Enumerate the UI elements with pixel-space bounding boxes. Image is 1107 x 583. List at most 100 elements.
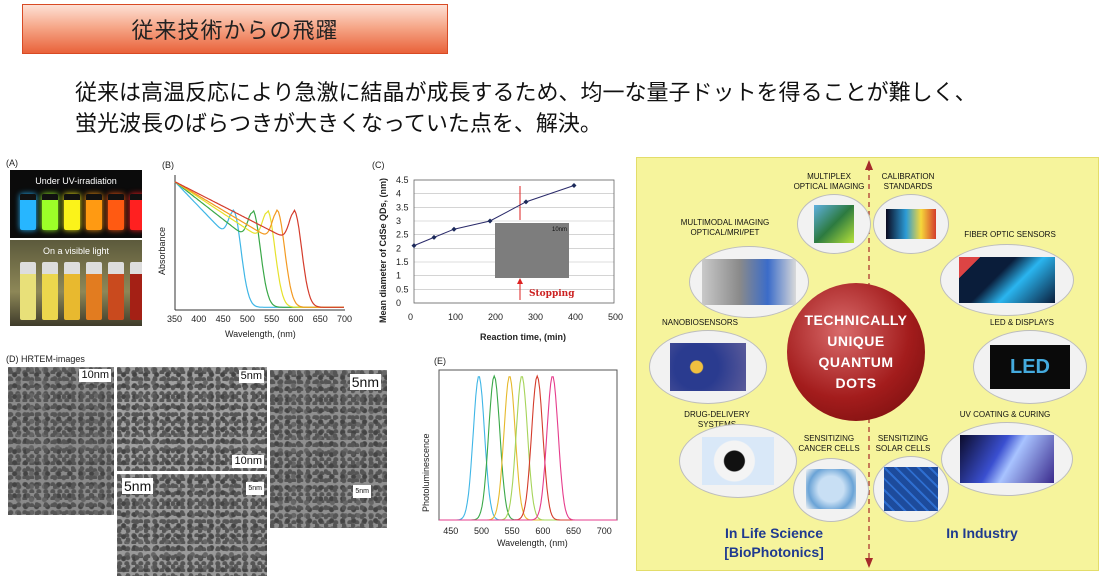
y-tick-label: 4: [396, 189, 401, 199]
item-title: UV COATING & CURING: [959, 410, 1051, 419]
uv-coating-image: [941, 422, 1073, 496]
y-tick-label: 2: [396, 243, 401, 253]
cancer-cells-image: [793, 458, 869, 522]
absorbance-chart: Absorbance 350 400 450 500 550 600 650 700 Wave…: [157, 175, 352, 339]
x-ticks: 350 400 450 500 550 600 650 700: [167, 314, 352, 324]
x-tick-label: 500: [474, 526, 489, 536]
panel-e-label: (E): [434, 356, 446, 366]
uv-vials-photo: Under UV-irradiation: [10, 170, 142, 238]
x-tick-label: 400: [191, 314, 206, 324]
applications-diagram: TECHNICALLY UNIQUE QUANTUM DOTS MULTIPLE…: [636, 157, 1099, 571]
item-title: LED & DISPLAYS: [990, 318, 1054, 327]
data-point: [571, 182, 577, 188]
multimodal-imaging-image: [689, 246, 809, 318]
item-title: SENSITIZING CANCER CELLS: [798, 434, 860, 453]
data-point: [411, 243, 417, 249]
uv-vial: [130, 194, 142, 230]
industry-label: In Industry: [946, 525, 1018, 541]
nanobiosensor-image: [649, 330, 767, 404]
x-tick-label: 400: [568, 312, 583, 322]
tem-inset: [495, 223, 569, 278]
pl-line: [439, 376, 617, 521]
uv-vial: [42, 194, 58, 230]
uv-caption: Under UV-irradiation: [35, 176, 117, 186]
calibration-image: [873, 194, 949, 254]
x-tick-label: 550: [505, 526, 520, 536]
photoluminescence-chart: Photoluminescence 450 500 550 600 650 700 Wav…: [421, 369, 618, 548]
absorbance-line: [174, 181, 344, 308]
data-point: [487, 218, 493, 224]
uv-vial: [86, 194, 102, 230]
data-point: [523, 199, 529, 205]
y-tick-label: 2.5: [396, 230, 409, 240]
hrtem-image-3: 5nm 5nm: [117, 474, 267, 576]
solar-cells-image: [873, 456, 949, 522]
x-tick-label: 500: [240, 314, 255, 324]
x-tick-label: 600: [535, 526, 550, 536]
x-tick-label: 100: [448, 312, 463, 322]
headline: 従来は高温反応により急激に結晶が成長するため、均一な量子ドットを得ることが難しく…: [75, 78, 1075, 140]
headline-line-1: 従来は高温反応により急激に結晶が成長するため、均一な量子ドットを得ることが難しく…: [75, 81, 977, 106]
x-tick-label: 650: [313, 314, 328, 324]
center-line: TECHNICALLY: [804, 312, 908, 328]
life-science-label: In Life Science [BioPhotonics]: [709, 524, 839, 562]
x-axis-label: Reaction time, (min): [480, 332, 566, 342]
slide-title: 従来技術からの飛躍: [22, 4, 448, 54]
arrow-head: [517, 278, 523, 284]
center-line: QUANTUM: [818, 354, 894, 370]
vial: [86, 262, 102, 320]
diameter-line: [413, 184, 575, 247]
vial: [20, 262, 36, 320]
fiber-optic-image: [940, 244, 1074, 316]
stopping-label: Stopping: [529, 289, 575, 299]
x-tick-label: 350: [167, 314, 182, 324]
x-tick-label: 300: [528, 312, 543, 322]
absorbance-series: [174, 181, 344, 308]
diameter-chart: Mean diameter of CdSe QDs, (nm) 10nm Sto…: [378, 175, 623, 342]
pl-line: [439, 376, 617, 521]
vial: [42, 262, 58, 320]
x-tick-label: 0: [408, 312, 413, 322]
item-title: DRUG-DELIVERY SYSTEMS: [684, 410, 750, 429]
arrow-down-icon: [865, 558, 873, 568]
item-title: FIBER OPTIC SENSORS: [964, 230, 1056, 239]
life-science-line: [BioPhotonics]: [724, 544, 824, 560]
uv-vial: [20, 194, 36, 230]
y-axis-label: Mean diameter of CdSe QDs, (nm): [378, 178, 388, 323]
x-tick-label: 600: [288, 314, 303, 324]
y-tick-label: 4.5: [396, 175, 409, 185]
center-line: UNIQUE: [827, 333, 885, 349]
vial: [130, 262, 142, 320]
y-tick-label: 0.5: [396, 284, 409, 294]
scale-label: 5nm: [122, 478, 154, 494]
inset-scale: 10nm: [552, 227, 567, 233]
led-display-image: LED: [973, 330, 1087, 404]
absorbance-line: [174, 181, 344, 308]
panel-d-letter: (D): [6, 354, 19, 364]
panel-c-label: (C): [372, 160, 385, 170]
drug-delivery-image: [679, 424, 797, 498]
x-tick-label: 500: [608, 312, 623, 322]
y-tick-label: 3: [396, 216, 401, 226]
x-axis-label: Wavelength, (nm): [497, 538, 568, 548]
x-tick-label: 450: [216, 314, 231, 324]
x-tick-label: 450: [443, 526, 458, 536]
x-tick-label: 650: [566, 526, 581, 536]
vial: [64, 262, 80, 320]
x-tick-label: 700: [597, 526, 612, 536]
hrtem-image-1: 10nm: [8, 367, 114, 515]
uv-vial: [108, 194, 124, 230]
hrtem-image-4: 5nm 5nm: [270, 370, 387, 528]
uv-vials: [20, 194, 142, 230]
scale-label: 5nm: [349, 374, 381, 390]
c-ticks: 0 0.5 1 1.5 2 2.5 3 3.5 4 4.5 0 100 200 300 400 500: [396, 175, 623, 322]
visible-vials-photo: On a visible light: [10, 240, 142, 326]
panel-d-label: (D) HRTEM-images: [6, 354, 85, 364]
plot-frame: [413, 179, 615, 304]
scale-label: 10nm: [232, 455, 264, 468]
item-title: SENSITIZING SOLAR CELLS: [875, 434, 931, 453]
e-ticks: 450 500 550 600 650 700: [443, 526, 611, 536]
life-science-line: In Life Science: [724, 525, 824, 541]
arrow-up-icon: [865, 160, 873, 170]
absorbance-line: [174, 181, 344, 308]
